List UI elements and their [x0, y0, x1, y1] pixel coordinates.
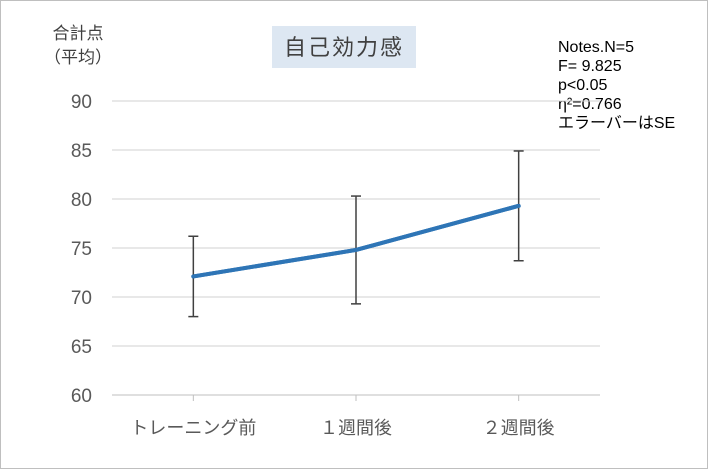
y-tick-label: 60 — [71, 386, 92, 407]
x-tick-label: トレーニング前 — [130, 418, 256, 439]
series-line-overlay — [191, 203, 521, 279]
y-tick-label: 90 — [71, 92, 92, 113]
y-tick-label: 85 — [71, 141, 92, 162]
note-eta: η²=0.766 — [558, 96, 622, 113]
note-p: p<0.05 — [558, 77, 608, 94]
y-axis-title: 合計点 （平均） — [38, 22, 118, 70]
y-tick-label: 80 — [71, 190, 92, 211]
note-f: F= 9.825 — [558, 58, 622, 75]
x-tick-label: ２週間後 — [483, 418, 555, 439]
y-tick-label: 70 — [71, 288, 92, 309]
y-axis-title-line-1: 合計点 — [52, 24, 104, 44]
note-error-bar: エラーバーはSE — [558, 115, 676, 132]
note-n: Notes.N=5 — [558, 39, 635, 56]
y-tick-label: 65 — [71, 337, 92, 358]
chart-title: 自己効力感 — [272, 26, 417, 68]
y-tick-label: 75 — [71, 239, 92, 260]
stats-notes: Notes.N=5 F= 9.825 p<0.05 η²=0.766 エラーバー… — [558, 38, 675, 133]
x-tick-label: １週間後 — [320, 418, 392, 439]
y-axis-title-line-2: （平均） — [44, 48, 112, 68]
